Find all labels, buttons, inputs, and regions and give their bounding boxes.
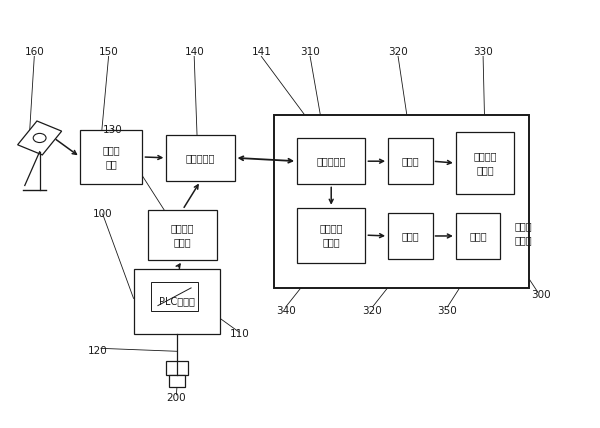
- Text: 340: 340: [276, 306, 296, 316]
- Text: 第一光纖
收發器: 第一光纖 收發器: [171, 223, 194, 247]
- Bar: [297, 208, 365, 263]
- Text: 200: 200: [167, 393, 186, 403]
- Bar: [134, 269, 220, 334]
- Bar: [388, 138, 433, 184]
- Bar: [456, 133, 514, 194]
- Bar: [388, 213, 433, 259]
- Text: 300: 300: [531, 290, 551, 300]
- Text: 330: 330: [473, 47, 493, 57]
- Text: 310: 310: [300, 47, 320, 57]
- Text: 智慧生
產裝置: 智慧生 產裝置: [514, 221, 532, 245]
- Text: 客戶端: 客戶端: [401, 231, 419, 241]
- Text: 320: 320: [388, 47, 408, 57]
- Text: 120: 120: [88, 346, 108, 356]
- Text: 第二光纖
收發器: 第二光纖 收發器: [319, 223, 343, 247]
- Text: 141: 141: [251, 47, 271, 57]
- Bar: [297, 138, 365, 184]
- Text: 140: 140: [184, 47, 204, 57]
- Bar: [456, 213, 500, 259]
- Bar: [274, 115, 529, 288]
- Text: 總調度室
顯示屏: 總調度室 顯示屏: [473, 151, 497, 175]
- Text: 350: 350: [437, 306, 457, 316]
- Text: 客戶端: 客戶端: [401, 156, 419, 166]
- Text: 320: 320: [362, 306, 382, 316]
- Text: 100: 100: [93, 209, 112, 219]
- Text: PLC控制柜: PLC控制柜: [159, 297, 194, 306]
- Bar: [151, 282, 198, 312]
- Bar: [166, 134, 235, 181]
- Text: 130: 130: [103, 125, 122, 134]
- Text: 嵌入式
微機: 嵌入式 微機: [103, 145, 120, 169]
- Bar: [166, 360, 188, 375]
- Text: 第二以太網: 第二以太網: [317, 156, 346, 166]
- Text: 第一以太網: 第一以太網: [186, 153, 215, 163]
- Text: 150: 150: [99, 47, 118, 57]
- Text: 打印機: 打印機: [469, 231, 487, 241]
- Polygon shape: [17, 121, 62, 155]
- Text: 160: 160: [25, 47, 44, 57]
- Bar: [148, 210, 217, 261]
- Bar: [169, 374, 185, 387]
- Text: 110: 110: [229, 329, 249, 339]
- Bar: [80, 130, 142, 184]
